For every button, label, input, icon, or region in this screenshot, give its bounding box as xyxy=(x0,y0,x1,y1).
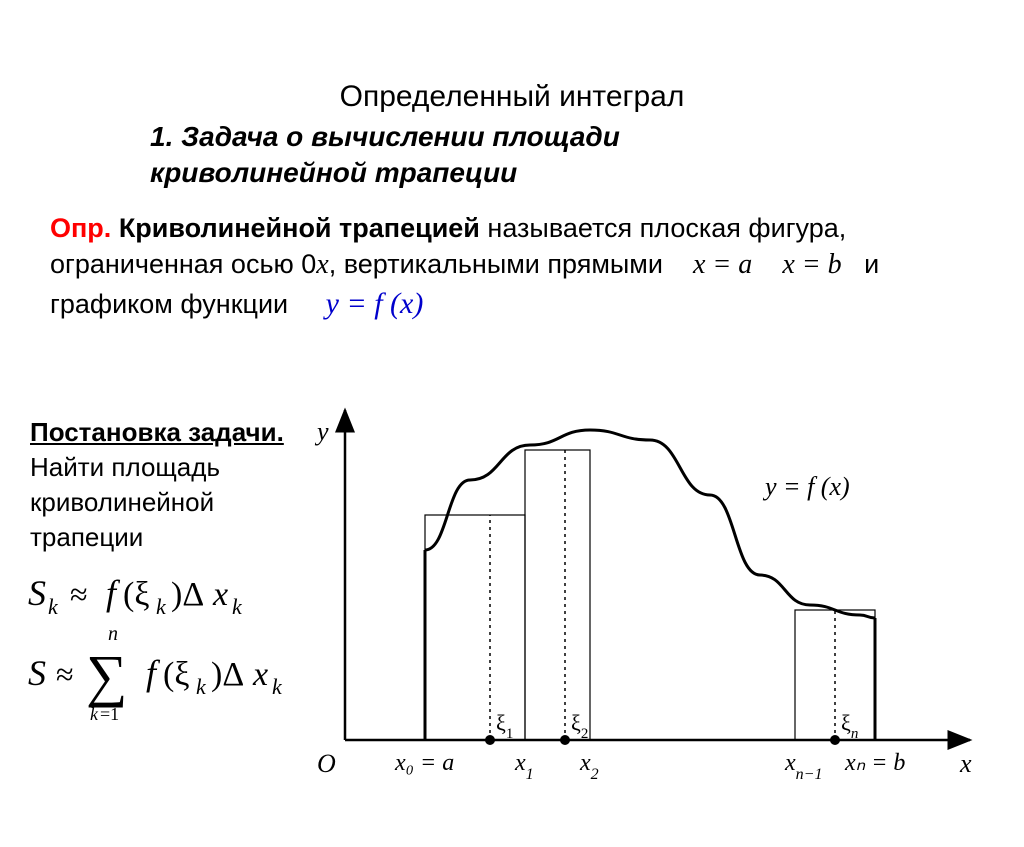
svg-text:ξ1: ξ1 xyxy=(496,710,513,742)
svg-text:k: k xyxy=(156,594,167,619)
section-line2: криволинейной трапеции xyxy=(150,157,517,188)
definition-label: Опр. xyxy=(50,213,111,243)
svg-text:k: k xyxy=(90,704,99,724)
eq-xa: x = a xyxy=(693,249,752,280)
definition-term: Криволинейной трапецией xyxy=(119,213,480,243)
axis-var: x xyxy=(316,249,328,280)
section-title: 1. Задача о вычислении площади криволине… xyxy=(150,119,1024,192)
svg-text:xₙ = b: xₙ = b xyxy=(844,750,905,776)
svg-text:y = f (x): y = f (x) xyxy=(762,472,850,501)
svg-text:≈: ≈ xyxy=(56,656,74,692)
problem-l2: криволинейной xyxy=(30,487,214,517)
svg-text:ξn: ξn xyxy=(841,710,858,742)
svg-text:x2: x2 xyxy=(579,750,599,783)
problem-block: Постановка задачи. Найти площадь криволи… xyxy=(30,415,284,555)
eq-xb: x = b xyxy=(782,249,841,280)
problem-heading: Постановка задачи. xyxy=(30,417,284,447)
svg-text:x: x xyxy=(959,749,972,778)
svg-text:x: x xyxy=(212,576,228,613)
def-text2: , вертикальными прямыми xyxy=(329,249,663,279)
problem-l3: трапеции xyxy=(30,522,143,552)
svg-text:(ξ: (ξ xyxy=(123,576,149,613)
svg-text:∑: ∑ xyxy=(86,643,127,708)
svg-text:x1: x1 xyxy=(514,750,534,783)
svg-text:≈: ≈ xyxy=(70,576,88,612)
section-line1: 1. Задача о вычислении площади xyxy=(150,121,620,152)
main-title: Определенный интеграл xyxy=(0,80,1024,114)
svg-text:n: n xyxy=(108,625,118,645)
svg-text:f: f xyxy=(106,573,121,613)
svg-text:k: k xyxy=(232,594,243,619)
problem-l1: Найти площадь xyxy=(30,452,220,482)
svg-text:S: S xyxy=(28,573,46,613)
svg-text:x: x xyxy=(252,656,268,693)
svg-text:)Δ: )Δ xyxy=(211,656,244,693)
svg-text:f: f xyxy=(146,653,161,693)
svg-text:)Δ: )Δ xyxy=(171,576,204,613)
svg-text:(ξ: (ξ xyxy=(163,656,189,693)
svg-text:xn−1: xn−1 xyxy=(784,750,822,783)
svg-text:k: k xyxy=(196,674,207,699)
svg-text:=1: =1 xyxy=(100,704,119,724)
svg-text:S: S xyxy=(28,653,46,693)
svg-text:O: O xyxy=(317,749,336,778)
eq-yfx: y = f (x) xyxy=(326,287,424,320)
formula-sk: S k ≈ f (ξ k )Δ x k xyxy=(28,570,288,629)
definition-block: Опр. Криволинейной трапецией называется … xyxy=(50,210,984,325)
svg-text:k: k xyxy=(48,594,59,619)
svg-text:ξ2: ξ2 xyxy=(571,710,588,742)
svg-text:x₀ = a: x₀ = a xyxy=(394,750,454,776)
chart-diagram: Oy x y = f (x) x₀ = a x1 x2 xn−1 xₙ = b ξ1 ξ2 ξn xyxy=(270,400,990,800)
svg-text:y: y xyxy=(314,417,329,446)
